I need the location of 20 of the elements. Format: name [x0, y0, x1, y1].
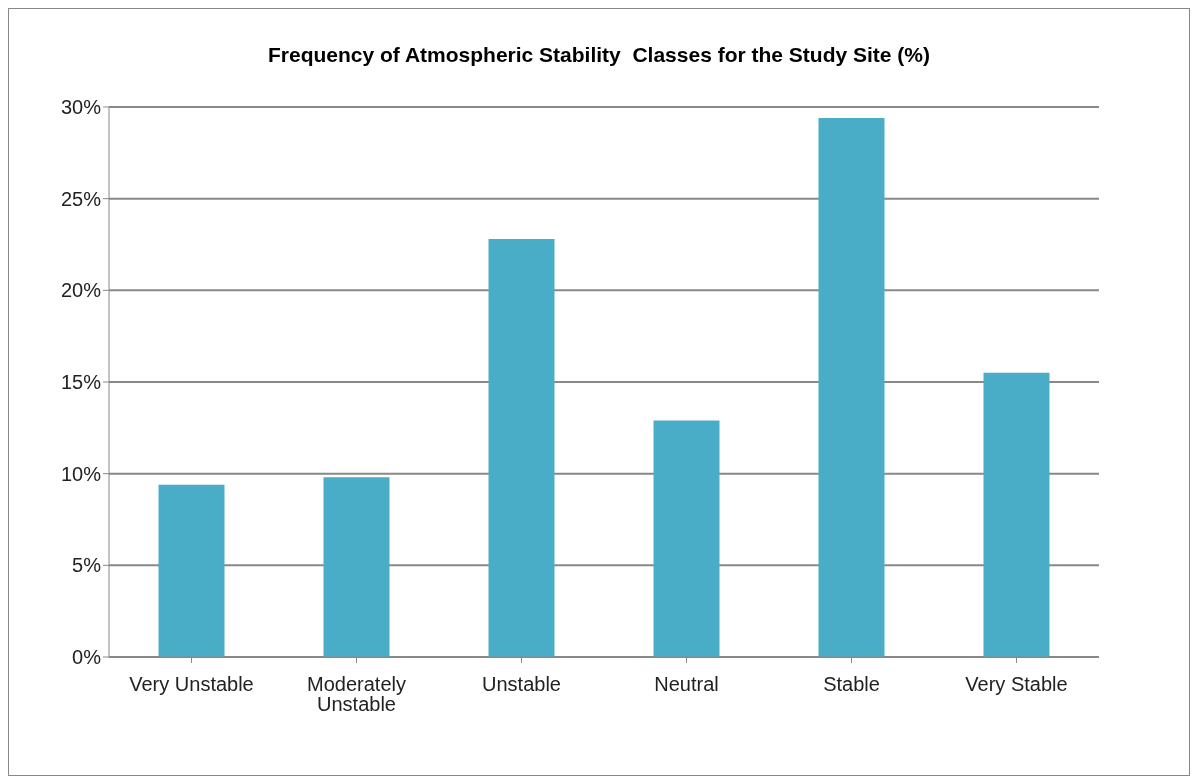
x-tick-label: Very Stable	[965, 673, 1068, 696]
y-tick-label: 5%	[72, 554, 102, 577]
y-tick-label: 20%	[60, 279, 102, 302]
x-tick-label: Unstable	[482, 673, 561, 696]
bar	[983, 372, 1050, 657]
chart-title: Frequency of Atmospheric Stability Classes for the Study Site (%)	[267, 43, 931, 67]
bar	[818, 118, 885, 657]
y-tick-label: 0%	[72, 646, 102, 669]
x-tick-label: Neutral	[654, 673, 719, 696]
y-tick-label: 10%	[60, 462, 102, 485]
y-tick-label: 25%	[60, 187, 102, 210]
bar	[323, 477, 390, 657]
x-tick-label: Very Unstable	[129, 673, 254, 696]
x-tick-label: Stable	[823, 673, 880, 696]
bar	[653, 420, 720, 657]
y-tick-label: 15%	[60, 371, 102, 394]
bar	[488, 239, 555, 657]
x-tick-label: Moderately Unstable	[307, 673, 406, 716]
bar	[158, 484, 225, 657]
y-tick-label: 30%	[60, 96, 102, 119]
